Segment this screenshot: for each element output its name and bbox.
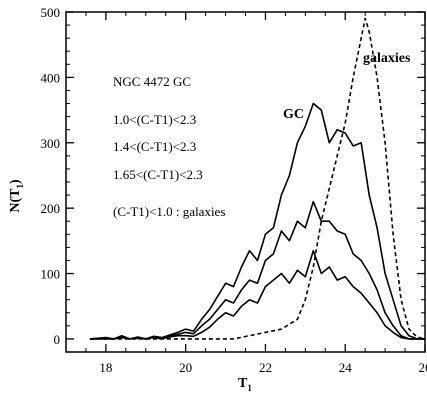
x-axis-title: T1 [238, 376, 252, 393]
series-label-galaxies: galaxies [363, 51, 411, 66]
y-tick-label: 500 [41, 5, 61, 20]
x-tick-label: 24 [339, 360, 353, 375]
y-axis-title-main: N(T [8, 188, 23, 213]
x-axis-title-subscript: 1 [247, 383, 252, 393]
annotation-cut-2: 1.4<(C-T1)<2.3 [113, 139, 196, 154]
x-tick-label: 26 [419, 360, 427, 375]
y-tick-label: 200 [41, 201, 61, 216]
y-axis-title-close: ) [8, 179, 23, 184]
annotation-cut-3: 1.65<(C-T1)<2.3 [113, 167, 203, 182]
series-label-gc: GC [283, 107, 304, 122]
y-tick-label: 0 [54, 332, 61, 347]
annotation-galaxies-cut: (C-T1)<1.0 : galaxies [113, 204, 225, 219]
x-tick-label: 18 [99, 360, 112, 375]
y-tick-label: 100 [41, 267, 61, 282]
y-axis-title: N(T1) [8, 179, 25, 213]
x-tick-label: 20 [179, 360, 192, 375]
x-tick-label: 22 [259, 360, 272, 375]
y-tick-label: 300 [41, 136, 61, 151]
series-line-1 [90, 202, 425, 339]
series-line-2 [90, 251, 425, 339]
y-tick-label: 400 [41, 70, 61, 85]
annotation-title: NGC 4472 GC [113, 74, 191, 89]
annotation-cut-1: 1.0<(C-T1)<2.3 [113, 112, 196, 127]
